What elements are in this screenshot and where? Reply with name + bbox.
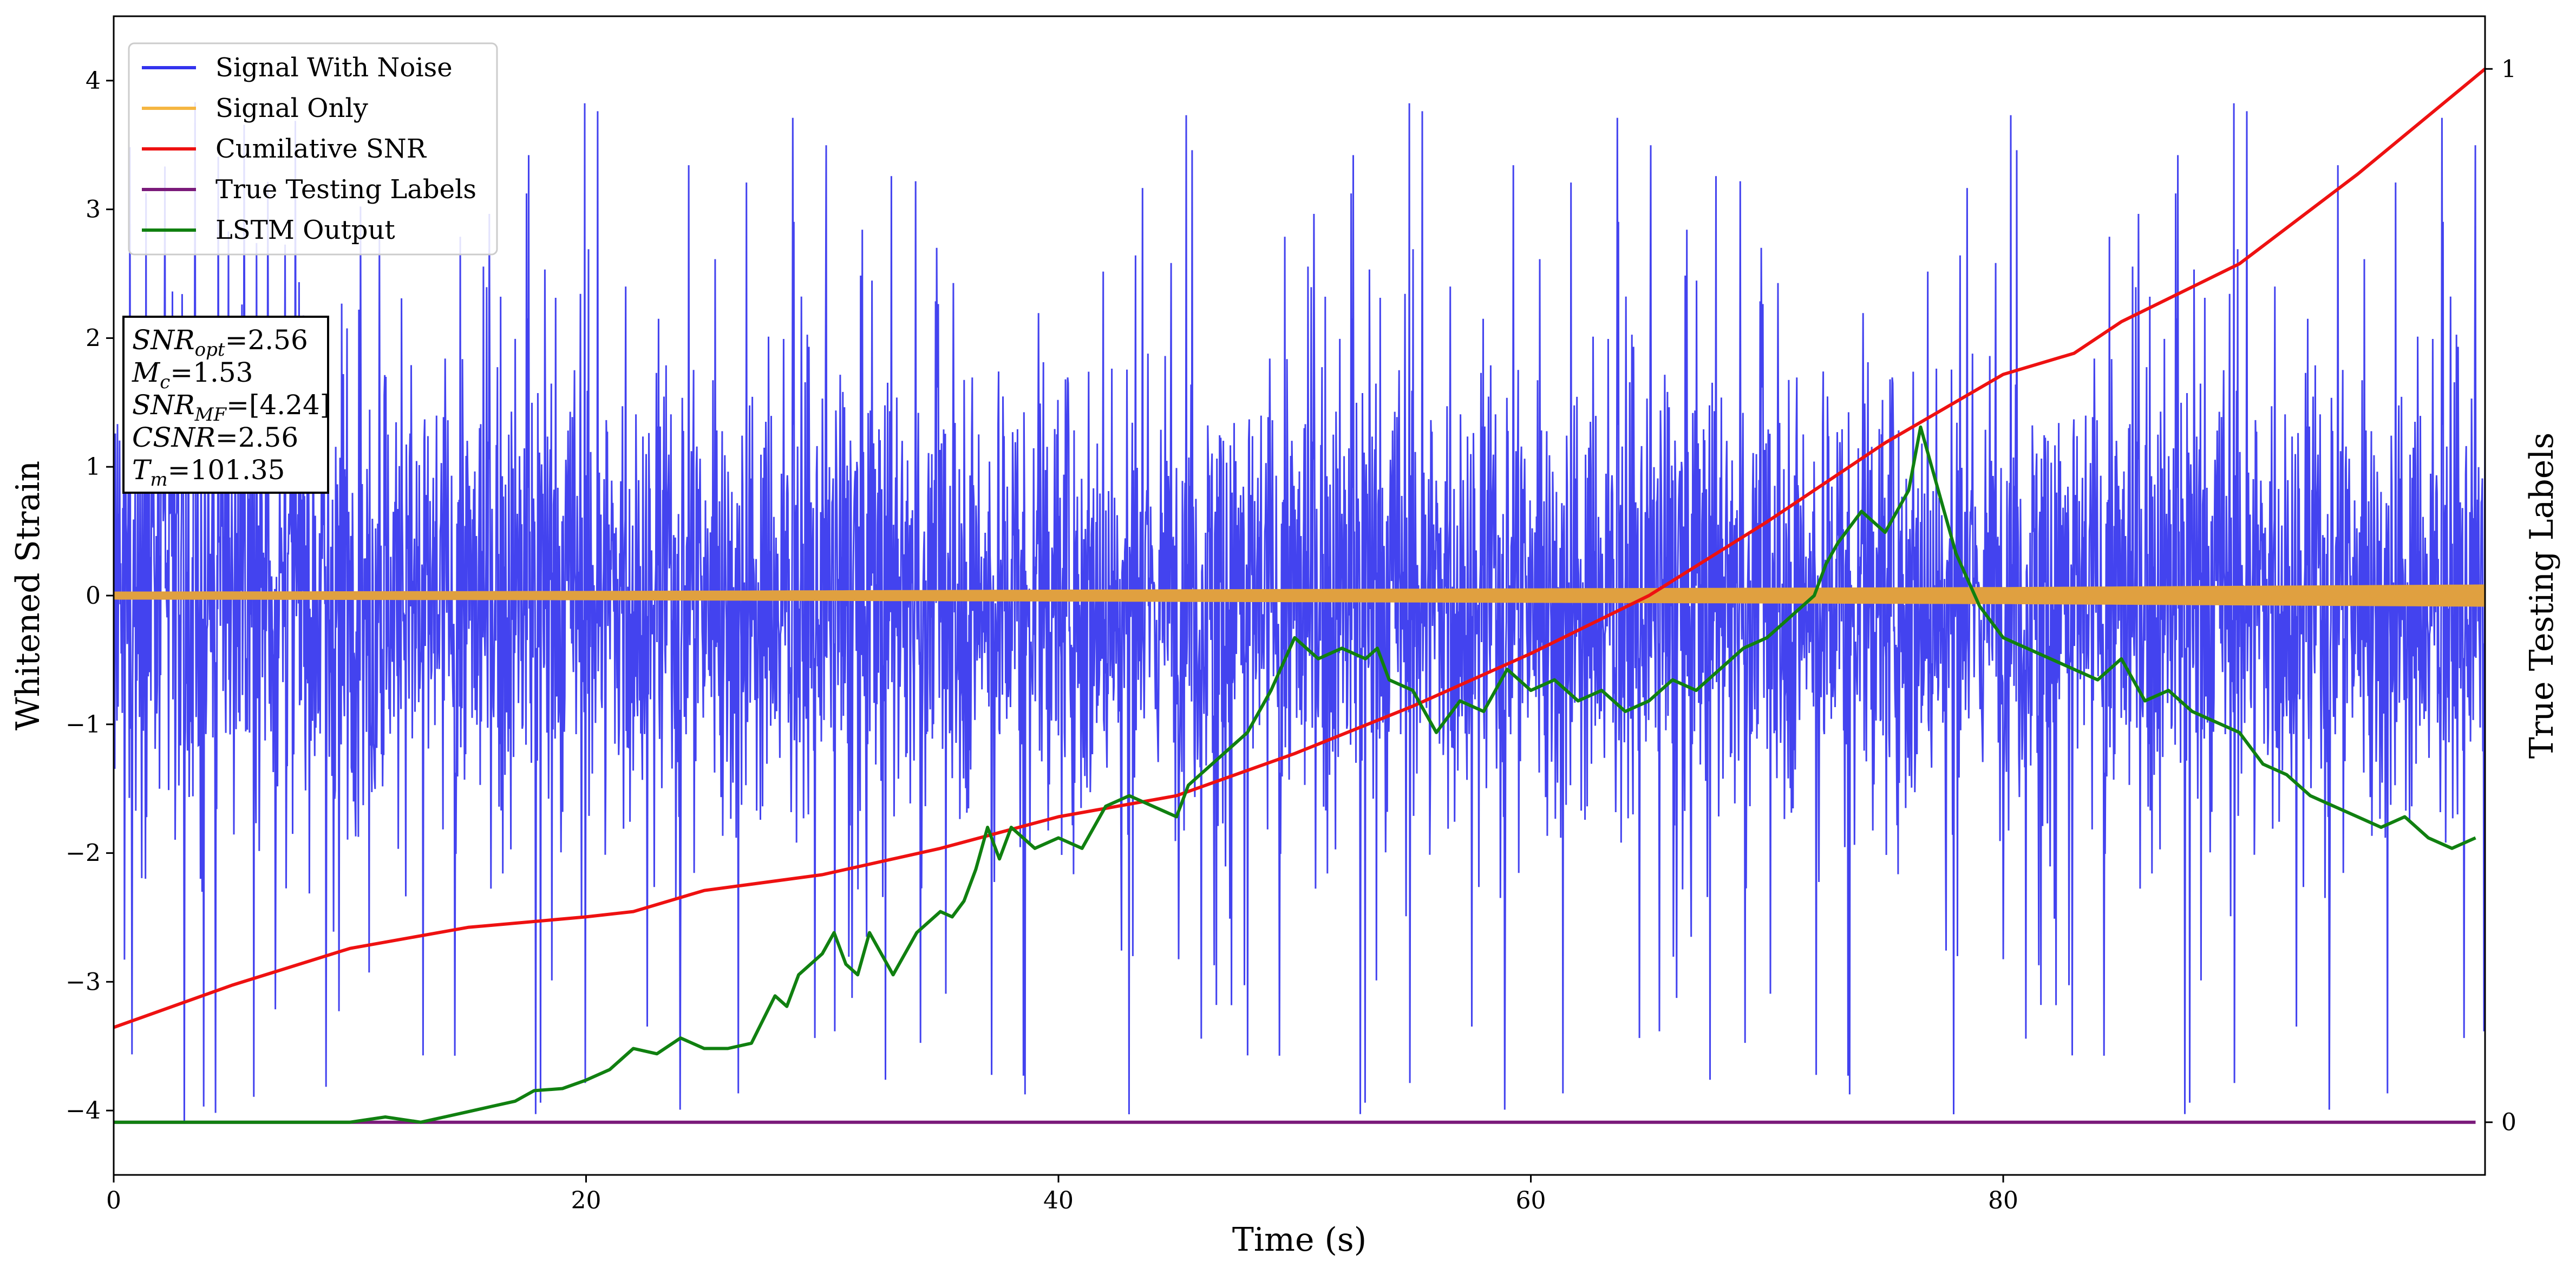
x-axis-label: Time (s) (1232, 1221, 1367, 1259)
annotation-frame (122, 316, 329, 494)
y-axis-ticks: −4 −3 −2 −1 0 1 2 3 4 (66, 67, 114, 1125)
annotation-line: SNRopt=2.56 (132, 324, 308, 361)
x-tick-label: 0 (106, 1187, 121, 1214)
y-tick-label: 3 (86, 196, 101, 224)
y-right-tick-label: 0 (2501, 1109, 2516, 1136)
y-tick-label: 4 (86, 67, 101, 95)
series-signal-with-noise (114, 102, 2485, 1123)
annotation-line: CSNR=2.56 (132, 422, 298, 453)
y-tick-label: −4 (66, 1097, 101, 1125)
annotation-line: Mc=1.53 (132, 357, 253, 393)
annotation-box: SNRopt=2.56Mc=1.53SNRMF=[4.24]CSNR=2.56T… (122, 316, 330, 494)
x-tick-label: 20 (571, 1187, 601, 1214)
y-tick-label: −3 (66, 968, 101, 996)
y-axis-label: Whitened Strain (9, 461, 47, 730)
annotation-line: SNRMF=[4.24] (132, 389, 330, 426)
y-tick-label: −2 (66, 840, 101, 867)
annotation-line: Tm=101.35 (132, 454, 285, 491)
x-tick-label: 80 (1988, 1187, 2018, 1214)
y-tick-label: −1 (66, 711, 101, 739)
legend-box (128, 42, 498, 256)
legend-entry: Signal With Noise (215, 53, 453, 83)
legend-entry: Signal Only (215, 93, 368, 123)
y-axis-right-label: True Testing Labels (2523, 433, 2561, 759)
legend-entry: Cumilative SNR (215, 134, 427, 164)
y-tick-label: 1 (86, 453, 101, 481)
series-signal-only (114, 584, 2485, 607)
y-right-tick-label: 1 (2501, 55, 2516, 83)
y-tick-label: 2 (86, 324, 101, 352)
series-cumilative-snr (114, 67, 2485, 1029)
series-lstm-output (114, 425, 2476, 1124)
x-axis-ticks: 0 20 40 60 80 (106, 1175, 2018, 1214)
y-axis-right-ticks: 01 (2485, 55, 2516, 1136)
legend-entry: True Testing Labels (215, 174, 476, 205)
y-tick-label: 0 (86, 582, 101, 610)
x-tick-label: 40 (1043, 1187, 1074, 1214)
legend: Signal With Noise Signal Only Cumilative S… (128, 42, 498, 256)
x-tick-label: 60 (1516, 1187, 1546, 1214)
series-layer (114, 67, 2485, 1124)
legend-entry: LSTM Output (215, 215, 395, 245)
